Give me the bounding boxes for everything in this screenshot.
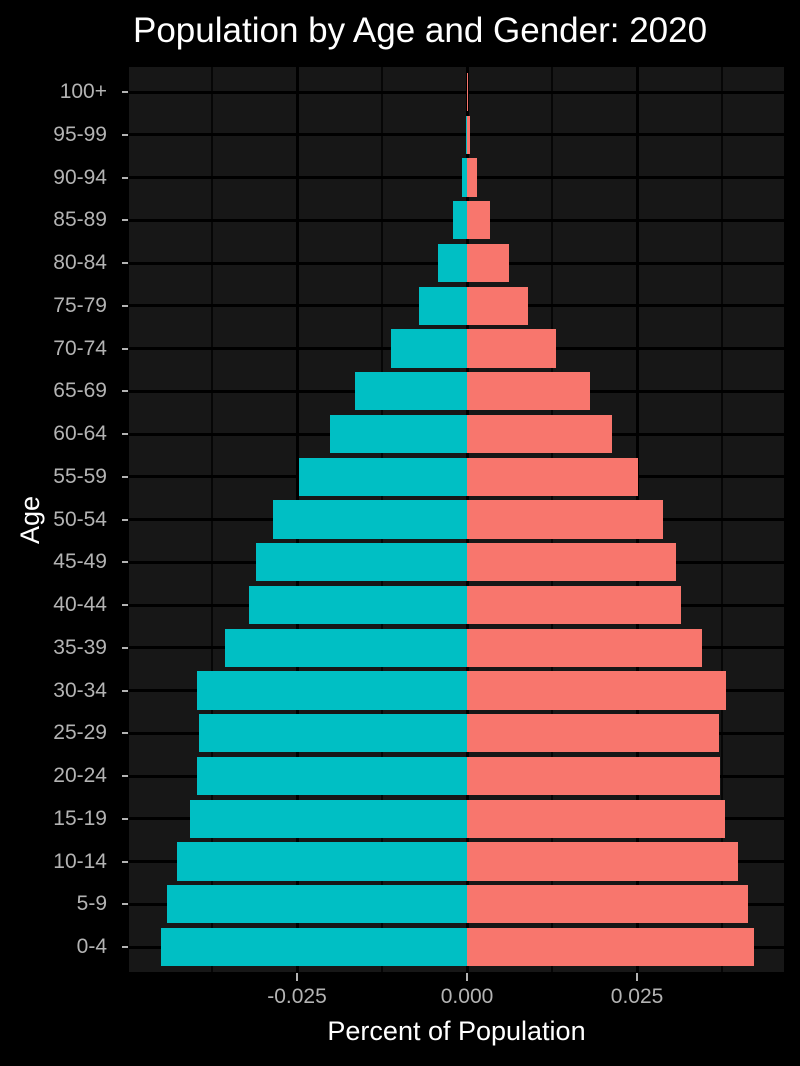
y-tick-mark xyxy=(122,433,128,435)
bar xyxy=(462,158,468,197)
x-tick-label: 0.025 xyxy=(610,985,664,1008)
bar xyxy=(177,842,468,881)
y-tick-mark xyxy=(122,475,128,478)
chart-title: Population by Age and Gender: 2020 xyxy=(133,11,708,50)
y-tick-label: 10-14 xyxy=(53,849,107,873)
bar xyxy=(467,885,748,924)
bar xyxy=(248,585,468,625)
x-tick-label: 0.000 xyxy=(440,985,494,1008)
bar xyxy=(466,115,468,154)
y-tick-mark xyxy=(122,946,128,948)
bar xyxy=(467,457,638,496)
y-tick-mark xyxy=(122,304,128,307)
y-tick-label: 40-44 xyxy=(53,593,107,616)
bar xyxy=(467,927,755,967)
bar xyxy=(467,756,721,796)
x-tick-mark xyxy=(296,973,298,981)
bar xyxy=(273,500,468,539)
bar xyxy=(354,372,468,411)
plot-panel xyxy=(129,67,784,972)
bar xyxy=(467,72,469,112)
y-tick-label: 45-49 xyxy=(53,550,107,574)
bar xyxy=(467,329,557,368)
y-tick-label: 85-89 xyxy=(53,208,107,232)
bar xyxy=(467,201,491,240)
major-gridline xyxy=(129,90,784,94)
y-tick-label: 100+ xyxy=(59,80,107,103)
bar xyxy=(160,927,468,967)
bar xyxy=(330,414,468,454)
bar xyxy=(437,243,468,283)
bar xyxy=(467,414,612,454)
bar xyxy=(467,543,676,582)
bar xyxy=(467,585,682,625)
bar xyxy=(167,885,468,924)
y-tick-mark xyxy=(122,518,128,521)
y-tick-mark xyxy=(122,732,128,735)
y-tick-mark xyxy=(122,133,128,136)
y-tick-mark xyxy=(122,604,128,606)
bar xyxy=(224,628,468,667)
bar xyxy=(467,671,727,710)
y-tick-mark xyxy=(122,176,128,179)
y-tick-label: 65-69 xyxy=(53,379,107,403)
y-tick-label: 15-19 xyxy=(53,806,107,830)
bar xyxy=(299,457,468,496)
y-tick-mark xyxy=(122,347,128,350)
major-gridline xyxy=(129,176,784,179)
y-tick-label: 0-4 xyxy=(76,935,107,958)
y-tick-label: 95-99 xyxy=(53,122,107,146)
x-tick-mark xyxy=(466,973,469,981)
bar xyxy=(467,158,478,197)
y-tick-mark xyxy=(122,91,128,93)
bar xyxy=(418,286,468,325)
bar xyxy=(197,756,468,796)
bar xyxy=(256,543,468,582)
x-axis-title: Percent of Population xyxy=(327,1016,586,1046)
y-tick-mark xyxy=(122,262,128,264)
bar xyxy=(467,799,725,838)
y-tick-mark xyxy=(122,860,128,863)
bar xyxy=(467,243,510,283)
y-tick-label: 60-64 xyxy=(53,422,107,445)
y-tick-label: 80-84 xyxy=(53,251,107,274)
major-gridline xyxy=(129,133,784,137)
y-tick-label: 90-94 xyxy=(53,165,107,189)
bar xyxy=(197,671,468,710)
y-tick-label: 50-54 xyxy=(53,507,107,531)
y-tick-mark xyxy=(122,903,128,906)
y-tick-mark xyxy=(122,775,128,777)
y-tick-mark xyxy=(122,561,128,564)
bar xyxy=(190,799,468,838)
y-tick-mark xyxy=(122,219,128,222)
y-tick-label: 70-74 xyxy=(53,336,107,360)
y-tick-label: 5-9 xyxy=(76,892,107,916)
bar xyxy=(467,115,471,154)
bar xyxy=(467,714,720,753)
y-tick-label: 30-34 xyxy=(53,678,107,702)
bar xyxy=(467,286,529,325)
bar xyxy=(390,329,468,368)
y-tick-label: 25-29 xyxy=(53,721,107,745)
bar xyxy=(467,842,739,881)
x-tick-mark xyxy=(636,973,639,981)
y-tick-mark xyxy=(122,817,128,820)
y-tick-mark xyxy=(122,646,128,649)
x-tick-label: -0.025 xyxy=(267,985,327,1008)
bar xyxy=(467,372,591,411)
y-tick-label: 55-59 xyxy=(53,464,107,488)
bar xyxy=(452,201,468,240)
y-tick-label: 20-24 xyxy=(53,764,107,787)
bar xyxy=(467,628,703,667)
y-tick-mark xyxy=(122,390,128,393)
y-tick-label: 35-39 xyxy=(53,635,107,659)
y-tick-label: 75-79 xyxy=(53,293,107,317)
bar xyxy=(467,500,663,539)
y-tick-mark xyxy=(122,689,128,692)
bar xyxy=(199,714,468,753)
